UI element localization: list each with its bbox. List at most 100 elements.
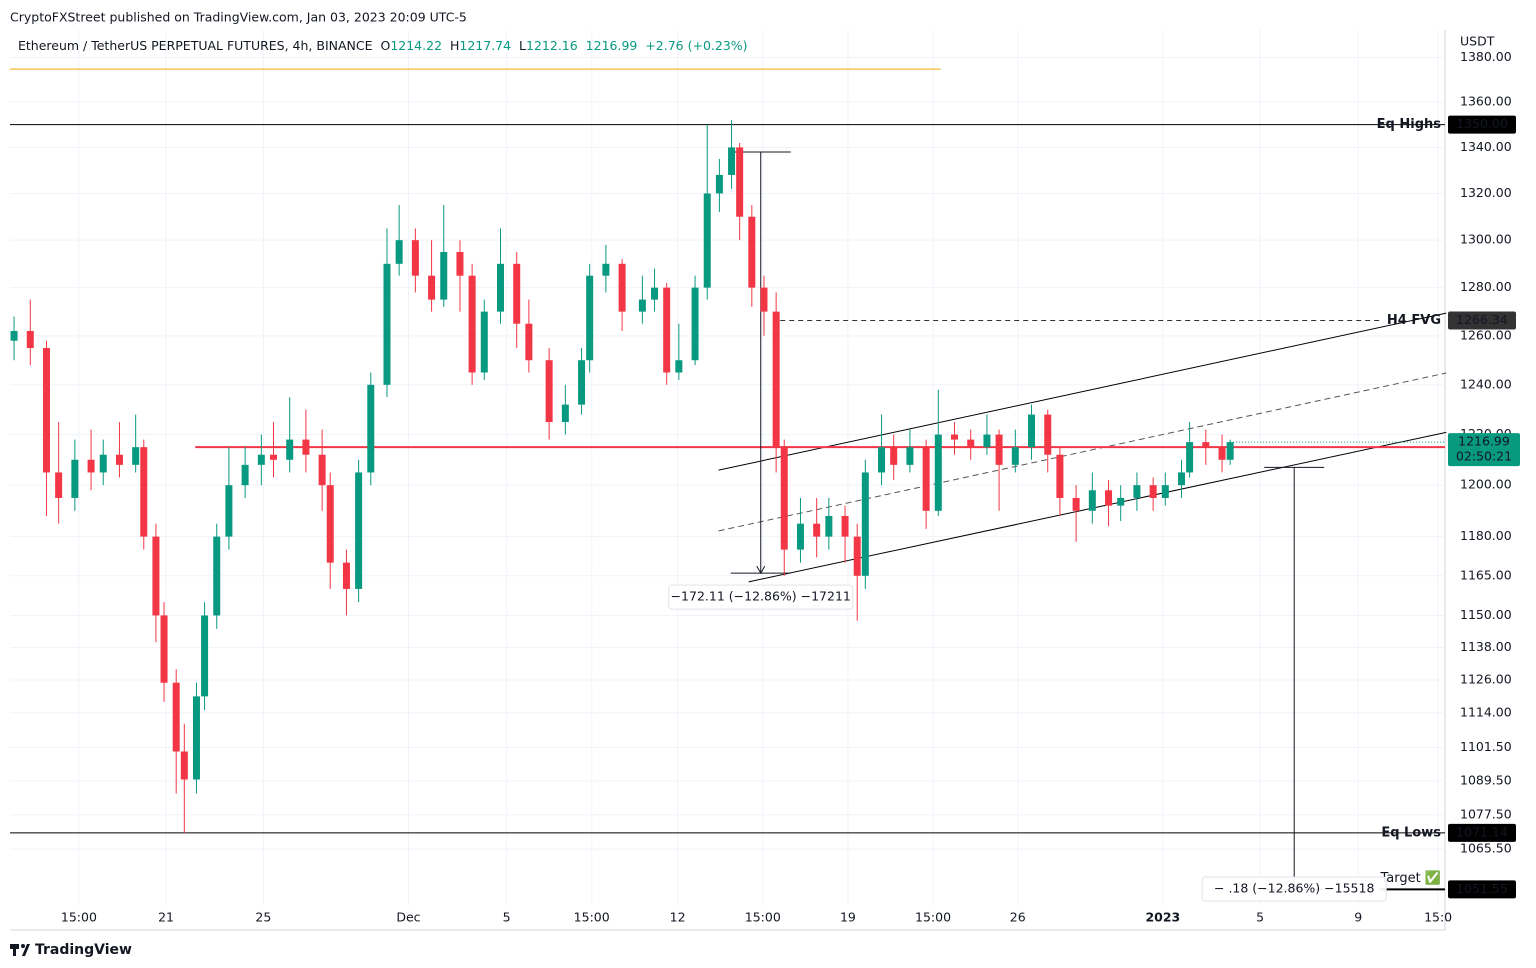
candle-body <box>241 464 249 486</box>
y-tick-label: 1340.00 <box>1460 139 1512 154</box>
candle-body <box>302 439 310 455</box>
candle-body <box>618 263 626 312</box>
y-tick-label: 1320.00 <box>1460 185 1512 200</box>
candle-body <box>878 447 886 473</box>
candle-body <box>995 434 1003 465</box>
price-label-box <box>1448 311 1516 330</box>
candle-body <box>172 682 180 752</box>
candle-body <box>468 275 476 373</box>
legend-value: 1212.16 <box>526 38 578 53</box>
candle-body <box>456 251 464 276</box>
candle-body <box>748 216 756 288</box>
candle-body <box>638 299 646 312</box>
measure-arrow <box>756 565 766 575</box>
candle-body <box>780 447 788 550</box>
candle-body <box>890 447 898 465</box>
candle-body <box>496 263 504 312</box>
candle-body <box>1226 442 1234 460</box>
legend-key: O <box>380 38 390 53</box>
y-tick-label: 1280.00 <box>1460 279 1512 294</box>
trend-line <box>718 372 1447 532</box>
price-label: 1266.34 <box>1456 312 1508 327</box>
candle-body <box>87 459 95 473</box>
candle-body <box>934 434 942 511</box>
candles <box>10 120 1234 834</box>
candle-body <box>983 434 991 448</box>
candle-body <box>736 147 744 217</box>
candle-body <box>525 323 533 361</box>
candle-body <box>561 404 569 423</box>
candle-body <box>55 472 63 498</box>
candle-body <box>132 447 140 465</box>
candle-body <box>201 615 209 697</box>
measure-label-box <box>1201 876 1387 902</box>
candle-body <box>180 751 188 780</box>
candle-body <box>1028 414 1036 448</box>
candle-body <box>715 174 723 194</box>
candle-body <box>1056 454 1064 498</box>
candle-body <box>428 275 436 300</box>
y-tick-label: 1380.00 <box>1460 49 1512 64</box>
candle-body <box>140 447 148 537</box>
y-tick-label: 1138.00 <box>1460 639 1512 654</box>
x-tick-label: 15:00 <box>61 910 97 925</box>
candle-body <box>651 287 659 300</box>
candle-body <box>772 311 780 448</box>
y-tick-label: 1077.50 <box>1460 806 1512 821</box>
y-tick-label: 1089.50 <box>1460 772 1512 787</box>
candle-body <box>10 330 18 341</box>
candle-body <box>355 472 363 589</box>
y-tick-label: 1260.00 <box>1460 327 1512 342</box>
candle-body <box>841 515 849 537</box>
candle-body <box>1218 447 1226 460</box>
x-tick-label: 15:0 <box>1424 910 1452 925</box>
legend-value: 1214.22 <box>390 38 442 53</box>
price-label: 1051.55 <box>1456 881 1508 896</box>
price-label-box <box>1448 823 1516 842</box>
brand-logo <box>10 944 30 956</box>
candle-body <box>1161 485 1169 498</box>
candle-body <box>152 536 160 616</box>
candle-body <box>395 240 403 264</box>
candle-body <box>440 251 448 300</box>
legend-gap <box>578 38 586 53</box>
candle-body <box>225 485 233 537</box>
price-label: 1350.00 <box>1456 116 1508 131</box>
candle-body <box>257 454 265 465</box>
legend-key: L <box>519 38 526 53</box>
y-tick-label: 1165.00 <box>1460 567 1512 582</box>
y-tick-label: 1065.50 <box>1460 841 1512 856</box>
candle-body <box>951 434 959 440</box>
legend-change: +2.76 (+0.23%) <box>645 38 747 53</box>
candle-body <box>318 454 326 486</box>
grid <box>10 30 1445 905</box>
last-price-box <box>1448 433 1520 467</box>
x-tick-label: 15:00 <box>574 910 610 925</box>
candle-body <box>545 360 553 423</box>
candle-body <box>861 472 869 576</box>
candle-body <box>1149 485 1157 498</box>
candle-body <box>967 439 975 448</box>
x-tick-label: 15:00 <box>745 910 781 925</box>
candle-body <box>586 275 594 361</box>
candle-body <box>367 384 375 473</box>
y-tick-label: 1240.00 <box>1460 376 1512 391</box>
candle-body <box>760 287 768 312</box>
legend-key: H <box>450 38 459 53</box>
candle-body <box>99 454 107 473</box>
candle-body <box>1117 497 1125 506</box>
candle-body <box>513 263 521 324</box>
candle-body <box>906 447 914 465</box>
level-name: Eq Highs <box>1377 117 1442 132</box>
price-label-box <box>1448 880 1516 899</box>
level-name: H4 FVG <box>1387 313 1441 328</box>
x-tick-label: 5 <box>1256 910 1264 925</box>
x-tick-label: 15:00 <box>915 910 951 925</box>
candle-body <box>26 330 34 349</box>
legend-value: 1217.74 <box>459 38 511 53</box>
x-tick-label: 12 <box>670 910 686 925</box>
candle-body <box>411 240 419 276</box>
measure-label: − .18 (−12.86%) −15518 <box>1214 881 1374 896</box>
